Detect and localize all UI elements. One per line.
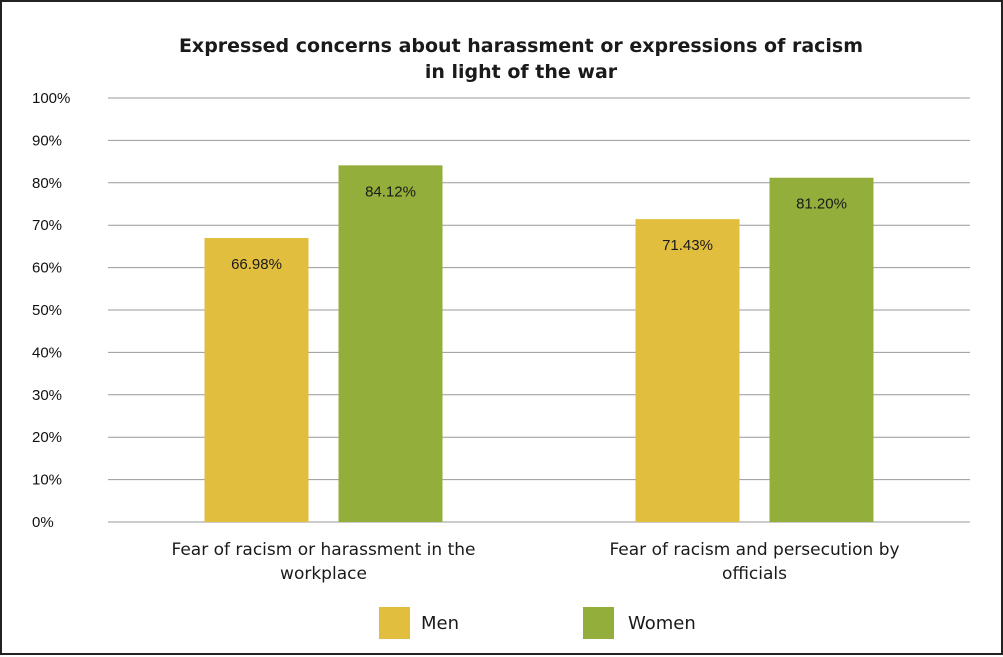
data-labels: 66.98% 84.12% 71.43% 81.20% bbox=[231, 183, 847, 273]
bar-men-1 bbox=[204, 238, 309, 522]
legend-label-women: Women bbox=[628, 613, 696, 634]
category-label-1: workplace bbox=[280, 564, 367, 584]
chart-title: Expressed concerns about harassment or e… bbox=[179, 35, 863, 83]
legend: Men Women bbox=[379, 607, 696, 639]
y-tick-label: 0% bbox=[32, 514, 54, 531]
bar-women-2 bbox=[769, 177, 874, 522]
y-tick-label: 90% bbox=[32, 132, 62, 149]
data-label-men-1: 66.98% bbox=[231, 256, 282, 273]
bars bbox=[204, 165, 874, 523]
y-tick-label: 20% bbox=[32, 429, 62, 446]
bar-women-1 bbox=[338, 165, 443, 522]
bar-men-2 bbox=[635, 219, 740, 523]
y-tick-label: 70% bbox=[32, 217, 62, 234]
y-tick-label: 60% bbox=[32, 260, 62, 277]
y-tick-label: 10% bbox=[32, 472, 62, 489]
data-label-men-2: 71.43% bbox=[662, 237, 713, 254]
data-label-women-1: 84.12% bbox=[365, 183, 416, 200]
category-label-2: Fear of racism and persecution by bbox=[609, 540, 899, 560]
y-tick-label: 100% bbox=[32, 90, 70, 107]
data-label-women-2: 81.20% bbox=[796, 196, 847, 213]
legend-swatch-men bbox=[379, 607, 410, 639]
legend-swatch-women bbox=[583, 607, 614, 639]
y-axis-ticks: 0% 10% 20% 30% 40% 50% 60% 70% 80% 90% 100% bbox=[32, 90, 70, 531]
chart-title-line-2: in light of the war bbox=[425, 61, 618, 83]
legend-label-men: Men bbox=[421, 613, 459, 634]
category-labels: Fear of racism or harassment in the workp… bbox=[172, 540, 900, 584]
chart-title-line-1: Expressed concerns about harassment or e… bbox=[179, 35, 863, 57]
y-tick-label: 80% bbox=[32, 175, 62, 192]
y-tick-label: 40% bbox=[32, 344, 62, 361]
category-label-2: officials bbox=[722, 564, 787, 584]
category-label-1: Fear of racism or harassment in the bbox=[172, 540, 476, 560]
y-tick-label: 30% bbox=[32, 387, 62, 404]
y-tick-label: 50% bbox=[32, 302, 62, 319]
